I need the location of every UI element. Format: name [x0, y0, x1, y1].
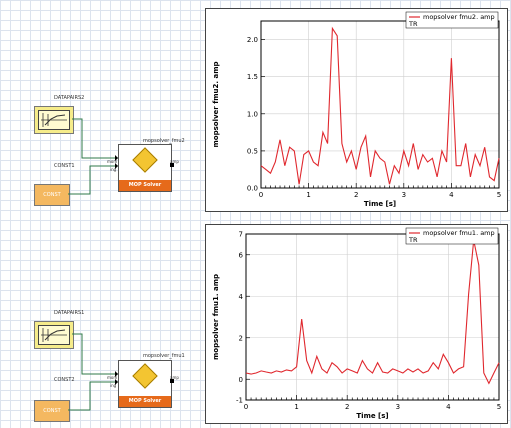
- mop2-footer: MOP Solver: [119, 180, 171, 191]
- const1-block-text: CONST: [43, 192, 61, 198]
- x-tick-label: 2: [354, 191, 358, 199]
- const1-label: CONST1: [54, 163, 75, 169]
- output-port-icon: [170, 379, 174, 383]
- arrow-icon: [115, 163, 118, 169]
- x-tick-label: 0: [259, 191, 263, 199]
- mop1-port-amp: amp: [170, 375, 179, 380]
- mop2-port-amp: amp: [170, 159, 179, 164]
- x-tick-label: 5: [497, 191, 501, 199]
- mop2-port-mom: mom: [107, 159, 118, 164]
- datapairs1-label: DATAPAIRS1: [54, 310, 85, 316]
- mop1-title: mopsolver_fmu1: [143, 353, 185, 359]
- y-axis-label: mopsolver fmu1. amp: [212, 274, 220, 360]
- wire-const1: [68, 165, 118, 195]
- x-tick-label: 2: [345, 403, 349, 411]
- series-line: [245, 240, 500, 385]
- x-tick-label: 1: [294, 403, 298, 411]
- y-tick-label: 0: [239, 376, 243, 384]
- const2-block[interactable]: CONST: [34, 400, 70, 422]
- x-tick-label: 3: [402, 191, 406, 199]
- const1-block[interactable]: CONST: [34, 184, 70, 206]
- wire-datapairs1: [72, 333, 118, 375]
- mop1-port-mom: mom: [107, 375, 118, 380]
- mop1-port-ing: ing: [110, 383, 117, 388]
- y-tick-label: 0.5: [247, 147, 258, 155]
- y-tick-label: 2.0: [247, 36, 258, 44]
- legend-box: [405, 11, 499, 29]
- datapairs2-block[interactable]: [34, 106, 74, 134]
- x-axis-label: Time [s]: [364, 200, 396, 208]
- x-tick-label: 4: [446, 403, 451, 411]
- y-tick-label: -1: [236, 397, 243, 405]
- x-tick-label: 3: [396, 403, 400, 411]
- mop1-footer: MOP Solver: [119, 396, 171, 407]
- arrow-icon: [115, 379, 118, 385]
- wire-const2: [68, 381, 118, 411]
- mopsolver-fmu2-block[interactable]: MOP Solver: [118, 144, 172, 192]
- mop2-title: mopsolver_fmu2: [143, 138, 185, 144]
- mopsolver-fmu1-block[interactable]: MOP Solver: [118, 360, 172, 408]
- plot-frame: [260, 20, 500, 189]
- datapairs1-block[interactable]: [34, 321, 74, 349]
- legend-entry: mopsolver fmu2. amp: [423, 13, 495, 21]
- y-tick-label: 2: [239, 334, 243, 342]
- series-line: [260, 26, 500, 185]
- y-axis-label: mopsolver fmu2. amp: [212, 61, 220, 147]
- datapairs2-curve-icon: [38, 110, 70, 130]
- y-tick-label: 1.5: [247, 73, 258, 81]
- arrow-icon: [115, 371, 118, 377]
- plot-frame: [245, 233, 500, 401]
- datapairs2-label: DATAPAIRS2: [54, 95, 85, 101]
- y-tick-label: 7: [239, 231, 243, 239]
- x-tick-label: 1: [306, 191, 310, 199]
- arrow-icon: [115, 155, 118, 161]
- legend-box: [405, 227, 499, 245]
- datapairs1-curve-icon: [38, 325, 70, 345]
- y-tick-label: 4: [239, 293, 244, 301]
- x-tick-label: 0: [244, 403, 248, 411]
- y-tick-label: 0.0: [247, 185, 258, 193]
- x-tick-label: 5: [497, 403, 501, 411]
- const2-label: CONST2: [54, 377, 75, 383]
- y-tick-label: 6: [239, 251, 244, 259]
- plot-fmu1[interactable]: 0 1 2 3 4 5 -1 0 2 4 6 7 Time [s] mopsolver fmu1. amp…: [205, 224, 508, 424]
- output-port-icon: [170, 163, 174, 167]
- plot-fmu2[interactable]: 0 1 2 3 4 5 0.0 0.5 1.0 1.5 2.0 Time [s] mopsolver f…: [205, 8, 508, 212]
- mop2-port-ing: ing: [110, 167, 117, 172]
- legend-entry: TR: [408, 20, 418, 28]
- y-tick-label: 1.0: [247, 110, 258, 118]
- const2-block-text: CONST: [43, 408, 61, 414]
- x-axis-label: Time [s]: [356, 412, 388, 420]
- chart-fmu2: 0 1 2 3 4 5 0.0 0.5 1.0 1.5 2.0 Time [s] mopsolver f…: [212, 11, 501, 208]
- x-tick-label: 4: [449, 191, 454, 199]
- legend-entry: TR: [408, 236, 418, 244]
- wire-datapairs2: [72, 118, 118, 159]
- legend-entry: mopsolver fmu1. amp: [423, 229, 495, 237]
